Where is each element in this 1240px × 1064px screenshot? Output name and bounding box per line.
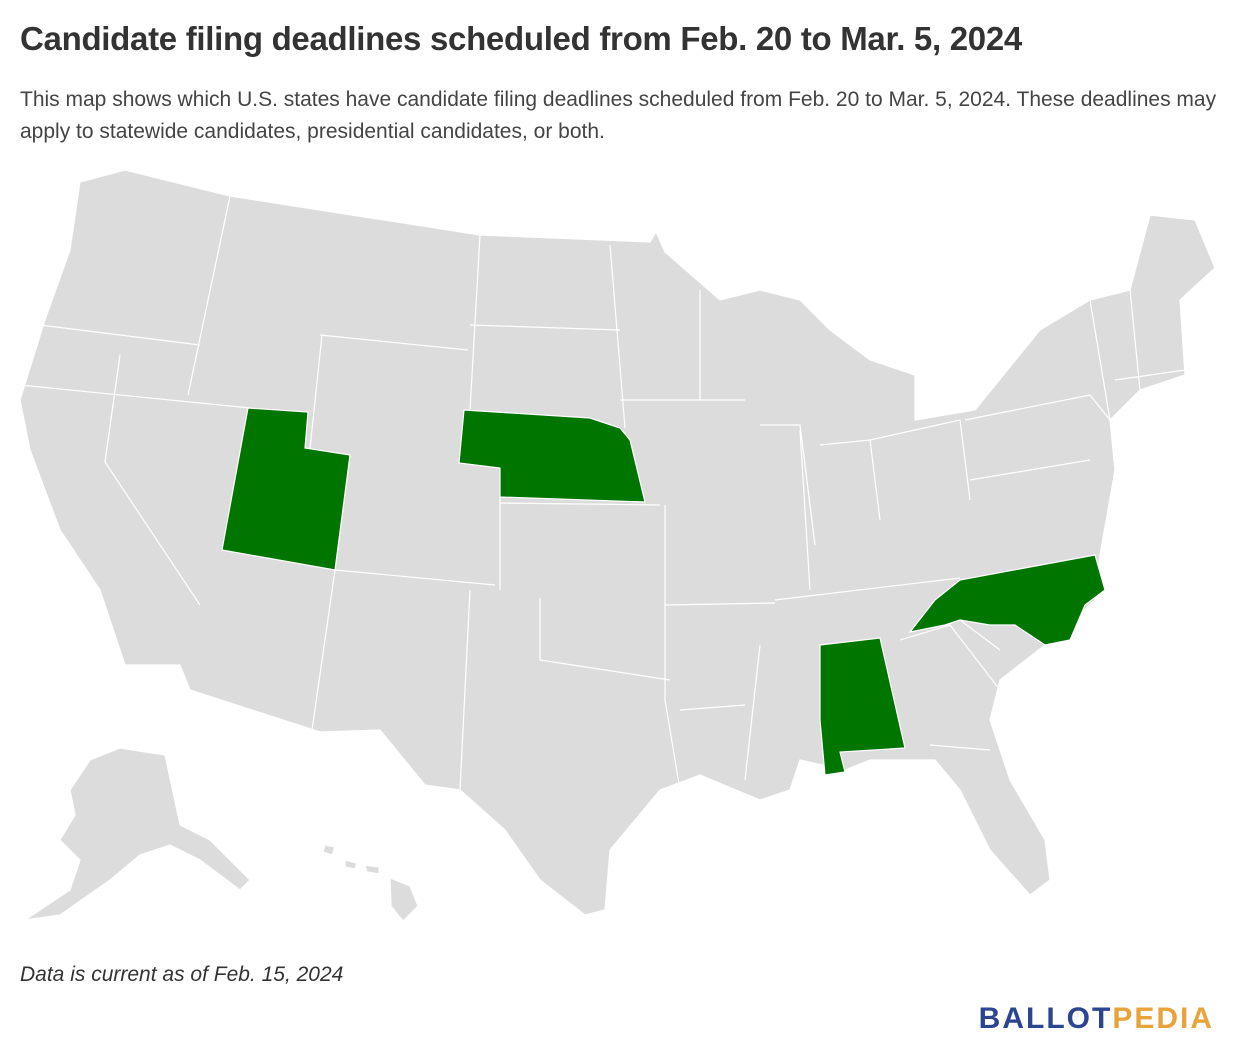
title: Candidate filing deadlines scheduled fro… — [20, 20, 1022, 57]
logo-part: BALLOT — [978, 1002, 1113, 1035]
subtitle: This map shows which U.S. states have ca… — [20, 88, 1217, 143]
logo-part: PEDIA — [1112, 1002, 1214, 1035]
note: Data is current as of Feb. 15, 2024 — [20, 963, 344, 986]
alaska — [24, 747, 251, 921]
highlighted-state — [221, 407, 351, 571]
hawaii — [322, 844, 419, 922]
highlighted-state — [908, 554, 1106, 646]
highlighted-state — [819, 637, 906, 776]
state-borders — [19, 195, 1186, 791]
logo: BALLOTPEDIA — [979, 1002, 1214, 1036]
us-outline — [19, 169, 1216, 916]
highlighted-state — [458, 409, 646, 503]
